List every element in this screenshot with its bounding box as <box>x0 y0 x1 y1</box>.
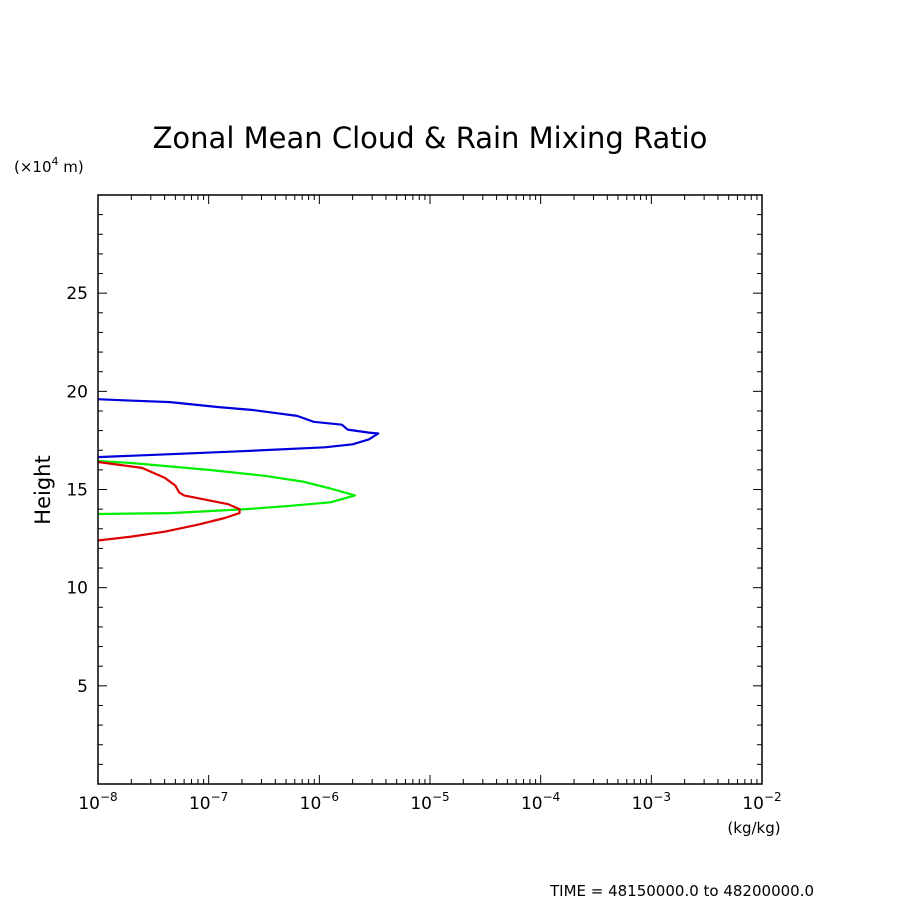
series-line-3 <box>97 460 241 542</box>
chart-title: Zonal Mean Cloud & Rain Mixing Ratio <box>153 121 708 155</box>
y-unit-label: (×104 m) <box>14 155 84 176</box>
x-tick-labels: 10−8 10−7 10−6 10−5 10−4 10−3 10−2 <box>78 790 781 814</box>
x-tick-label: 10−7 <box>189 790 228 814</box>
x-tick-label: 10−3 <box>632 790 671 814</box>
x-tick-label: 10−5 <box>410 790 449 814</box>
tick-marks <box>97 195 763 784</box>
y-tick-label: 25 <box>66 284 88 304</box>
plot-frame <box>97 194 763 785</box>
x-tick-label: 10−6 <box>300 790 339 814</box>
x-tick-label: 10−4 <box>521 790 560 814</box>
x-tick-label: 10−2 <box>742 790 781 814</box>
x-unit-label: (kg/kg) <box>727 819 780 837</box>
plot-series <box>97 398 380 542</box>
footer-time-range: TIME = 48150000.0 to 48200000.0 <box>549 882 814 900</box>
y-tick-label: 15 <box>66 481 88 501</box>
series-line-1 <box>97 398 380 459</box>
series-line-2 <box>97 459 357 516</box>
y-tick-label: 5 <box>77 677 88 697</box>
y-tick-labels: 5 10 15 20 25 <box>66 284 88 697</box>
y-tick-label: 10 <box>66 579 88 599</box>
y-tick-label: 20 <box>66 382 88 402</box>
x-tick-label: 10−8 <box>78 790 117 814</box>
y-axis-label: Height <box>31 455 55 524</box>
